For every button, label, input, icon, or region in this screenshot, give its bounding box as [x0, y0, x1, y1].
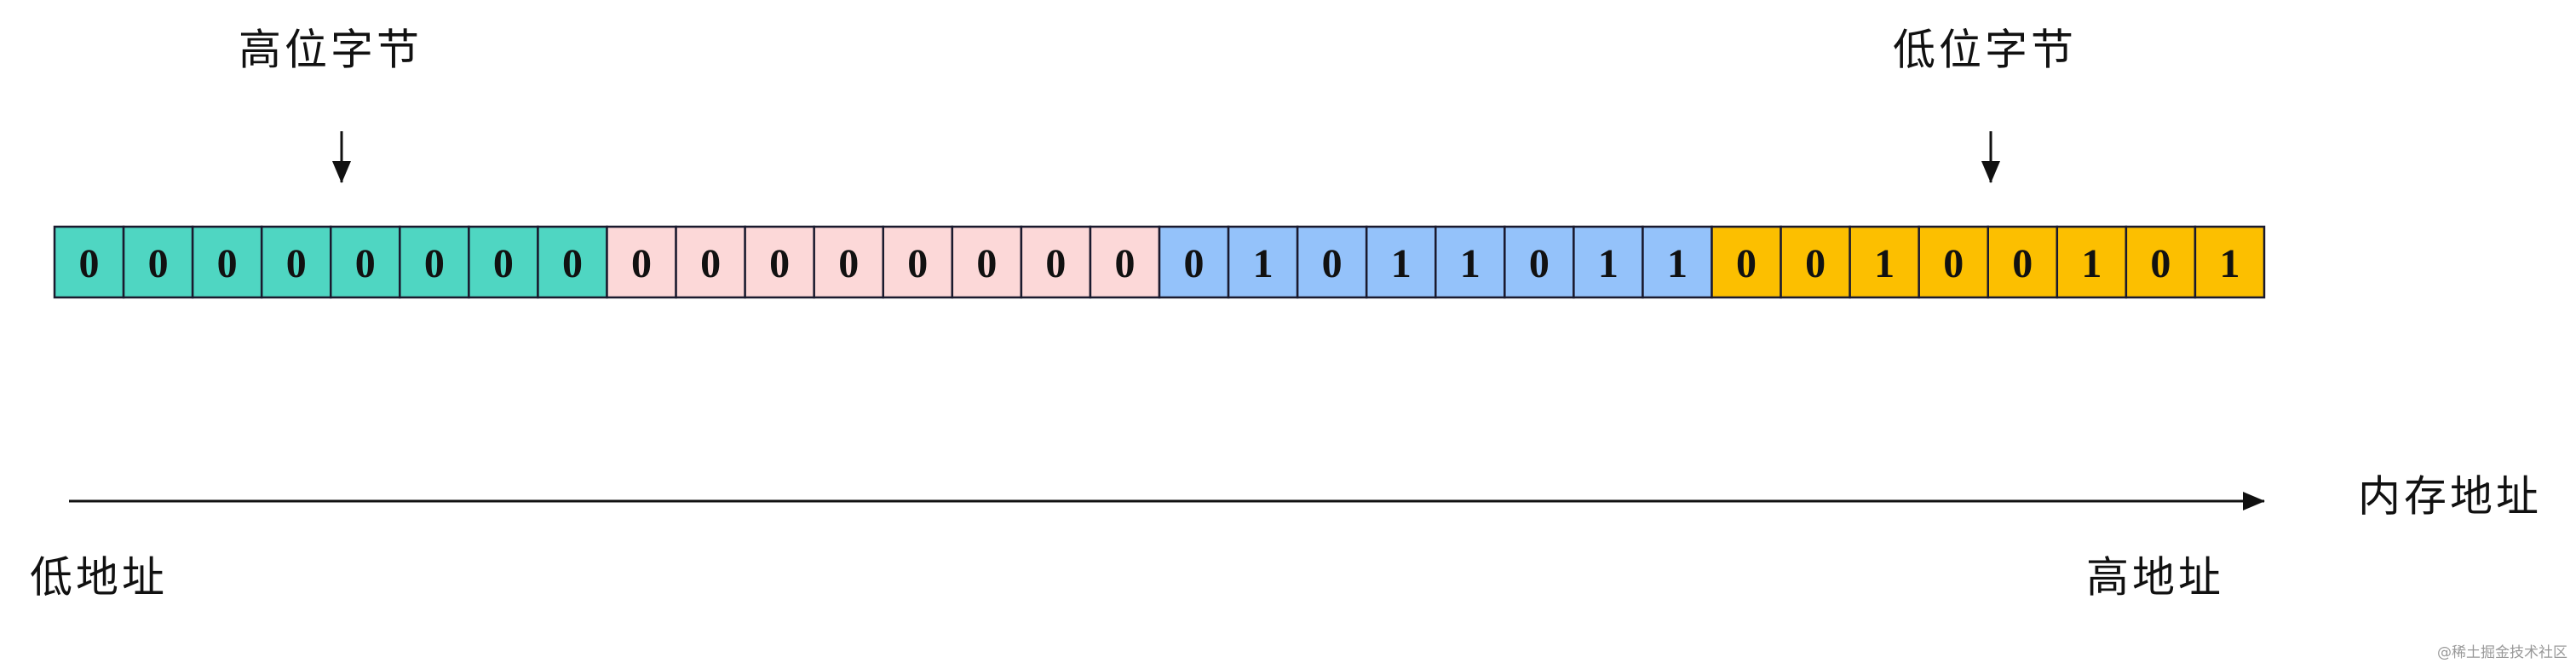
bit-value: 0 [838, 241, 859, 286]
bit-value: 0 [424, 241, 445, 286]
bit-value: 0 [1045, 241, 1066, 286]
bit-value: 1 [1874, 241, 1895, 286]
bit-cell [1158, 225, 1230, 299]
bit-cell [2194, 225, 2266, 299]
bit-cell [1435, 225, 1506, 299]
bit-value: 0 [700, 241, 721, 286]
bit-value: 0 [2150, 241, 2171, 286]
bit-cell [2125, 225, 2197, 299]
bit-cell [191, 225, 263, 299]
bit-value: 0 [631, 241, 652, 286]
bit-cell [951, 225, 1023, 299]
bit-cell [399, 225, 470, 299]
high-address-label: 高地址 [2086, 553, 2224, 603]
bit-value: 0 [493, 241, 514, 286]
bit-cell [1849, 225, 1920, 299]
bit-value: 0 [2012, 241, 2033, 286]
bit-value: 1 [2081, 241, 2102, 286]
bit-value: 0 [355, 241, 376, 286]
bit-value: 0 [79, 241, 100, 286]
bit-value: 0 [286, 241, 307, 286]
bit-cell [606, 225, 677, 299]
bit-value: 1 [1391, 241, 1412, 286]
high-byte-label: 高位字节 [239, 26, 423, 75]
bit-value: 0 [1943, 241, 1964, 286]
bit-value: 0 [217, 241, 238, 286]
watermark: @稀土掘金技术社区 [2437, 644, 2567, 661]
bit-value: 1 [1253, 241, 1274, 286]
bit-value: 0 [1184, 241, 1205, 286]
bit-value: 1 [1460, 241, 1481, 286]
bit-cell [260, 225, 332, 299]
bit-cell [1642, 225, 1713, 299]
bit-value: 0 [148, 241, 169, 286]
bit-cell [2056, 225, 2128, 299]
low-byte-label: 低位字节 [1893, 26, 2077, 75]
bit-row: 0 0 0 0 0 0 0 0 0 0 0 0 0 0 0 0 0 1 0 1 1 0 1 1 0 0 1 0 0 1 0 1 [53, 225, 2266, 299]
bit-cell [1504, 225, 1575, 299]
bit-value: 0 [769, 241, 790, 286]
bit-value: 0 [907, 241, 928, 286]
bit-value: 0 [562, 241, 583, 286]
bit-cell [1020, 225, 1092, 299]
bit-value: 0 [1322, 241, 1343, 286]
bit-value: 0 [1805, 241, 1826, 286]
bit-cell [1573, 225, 1644, 299]
bit-cell [744, 225, 815, 299]
bit-cell [1365, 225, 1437, 299]
bit-value: 0 [1736, 241, 1757, 286]
bit-value: 1 [1667, 241, 1688, 286]
bit-cell [813, 225, 884, 299]
axis-label: 内存地址 [2358, 472, 2542, 522]
bit-cell [675, 225, 746, 299]
bit-cell [1089, 225, 1161, 299]
bit-cell [468, 225, 539, 299]
bit-value: 0 [976, 241, 997, 286]
low-address-label: 低地址 [30, 553, 168, 603]
bit-cell [537, 225, 608, 299]
bit-value: 1 [1598, 241, 1619, 286]
bit-cell [1780, 225, 1851, 299]
bit-value: 0 [1529, 241, 1550, 286]
bit-value: 1 [2219, 241, 2240, 286]
bit-value: 0 [1114, 241, 1135, 286]
